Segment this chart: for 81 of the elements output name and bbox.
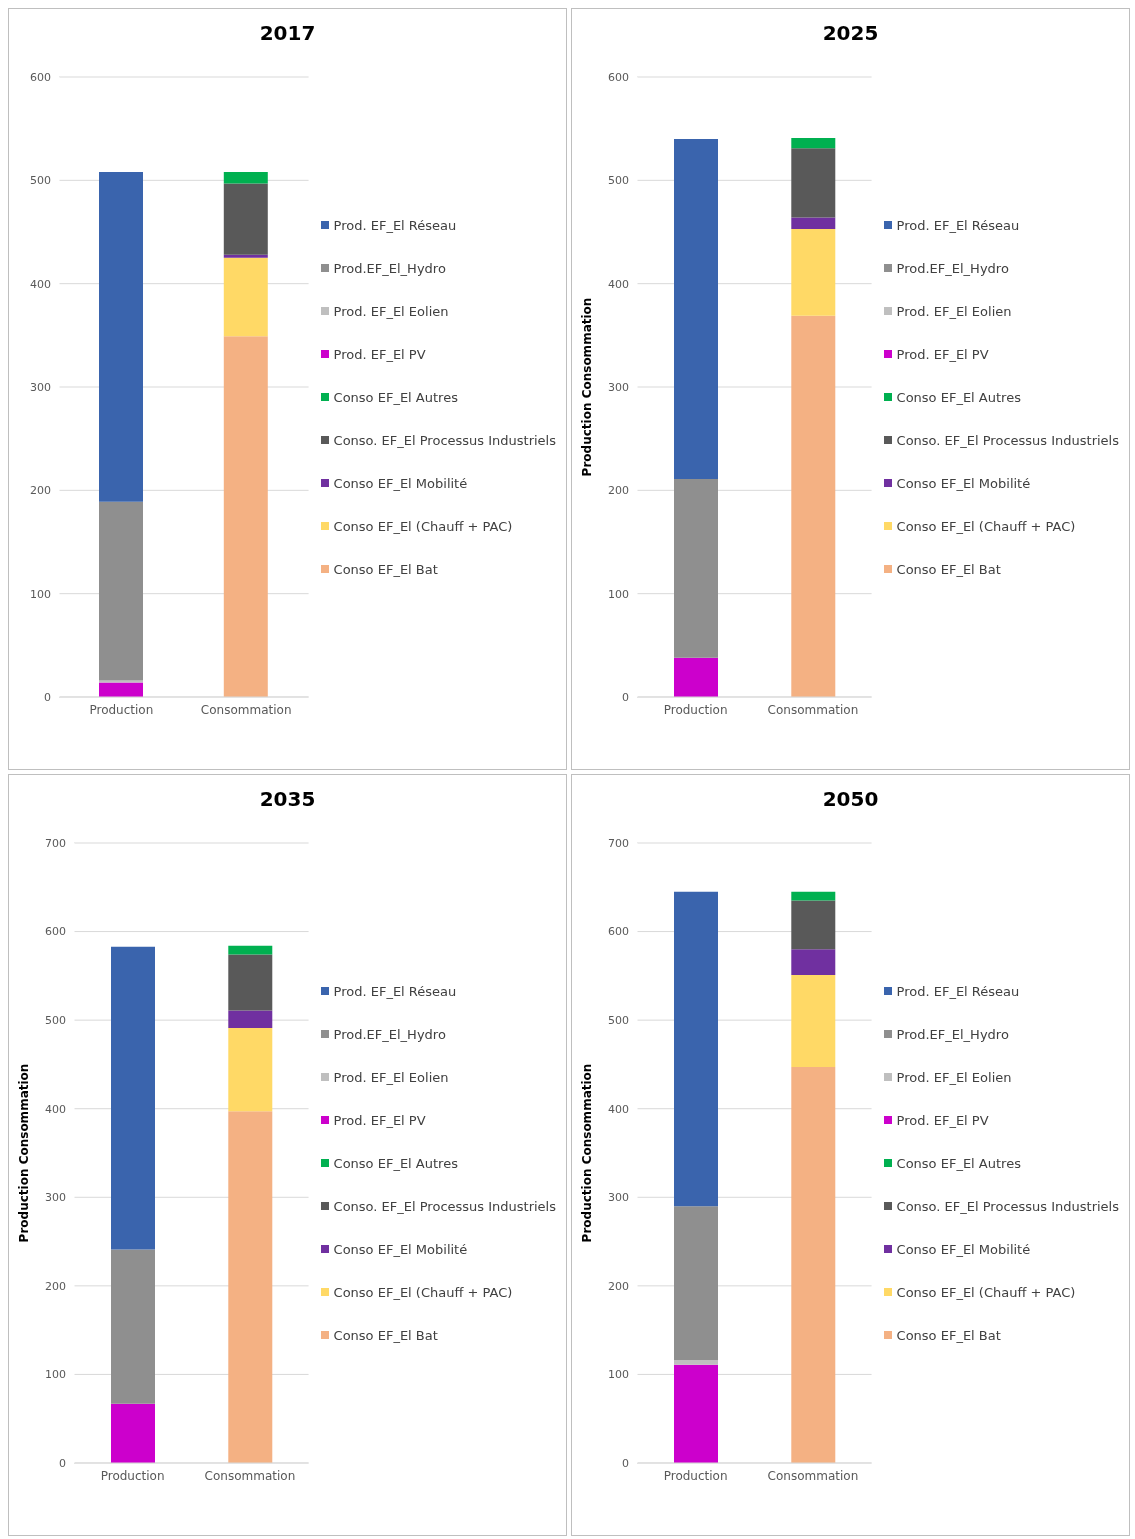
legend-label: Prod. EF_El Eolien bbox=[896, 303, 1012, 319]
legend-label: Prod.EF_El_Hydro bbox=[333, 260, 446, 276]
legend-label: Conso. EF_El Processus Industriels bbox=[333, 1198, 556, 1214]
chart-title: 2050 bbox=[821, 786, 880, 813]
legend-label: Conso EF_El Bat bbox=[896, 561, 1001, 577]
y-tick-label: 200 bbox=[45, 1279, 66, 1293]
y-tick-label: 600 bbox=[30, 70, 51, 84]
y-tick-label: 300 bbox=[608, 1191, 629, 1205]
y-tick-label: 700 bbox=[608, 836, 629, 850]
legend-label: Prod. EF_El Eolien bbox=[333, 303, 449, 319]
y-tick-label: 600 bbox=[45, 925, 66, 939]
legend-label: Conso EF_El Bat bbox=[896, 1327, 1001, 1343]
y-tick-label: 100 bbox=[608, 1368, 629, 1382]
legend-label: Conso EF_El Mobilité bbox=[333, 1241, 468, 1257]
legend-label: Prod. EF_El PV bbox=[333, 1112, 426, 1128]
legend-label: Conso EF_El Autres bbox=[896, 1155, 1021, 1171]
legend-label: Conso EF_El (Chauff + PAC) bbox=[896, 1284, 1076, 1300]
legend-label: Prod. EF_El PV bbox=[896, 346, 989, 362]
y-axis-title: Production Consommation bbox=[17, 1063, 32, 1243]
y-tick-label: 100 bbox=[45, 1368, 66, 1382]
y-tick-label: 200 bbox=[608, 484, 629, 498]
x-tick-label: Consommation bbox=[767, 702, 859, 717]
legend-label: Conso EF_El Mobilité bbox=[333, 475, 468, 491]
legend-label: Prod. EF_El Eolien bbox=[333, 1069, 449, 1085]
x-tick-label: Production bbox=[663, 1468, 728, 1483]
y-tick-label: 100 bbox=[608, 587, 629, 601]
y-tick-label: 500 bbox=[608, 174, 629, 188]
y-tick-label: 0 bbox=[622, 690, 629, 704]
x-tick-label: Production bbox=[100, 1468, 165, 1483]
y-tick-label: 200 bbox=[30, 484, 51, 498]
y-tick-label: 0 bbox=[622, 1456, 629, 1470]
x-tick-label: Consommation bbox=[767, 1468, 859, 1483]
y-tick-label: 400 bbox=[608, 1102, 629, 1116]
y-tick-label: 0 bbox=[44, 690, 51, 704]
legend-label: Conso. EF_El Processus Industriels bbox=[333, 432, 556, 448]
y-tick-label: 500 bbox=[45, 1014, 66, 1028]
y-tick-label: 300 bbox=[45, 1191, 66, 1205]
legend-label: Conso EF_El Autres bbox=[896, 389, 1021, 405]
legend-label: Prod.EF_El_Hydro bbox=[333, 1026, 446, 1042]
legend-label: Conso EF_El Autres bbox=[333, 389, 458, 405]
chart-title: 2035 bbox=[258, 786, 317, 813]
legend-label: Conso EF_El (Chauff + PAC) bbox=[333, 518, 513, 534]
legend-label: Prod. EF_El Réseau bbox=[896, 217, 1020, 233]
legend-label: Conso EF_El (Chauff + PAC) bbox=[896, 518, 1076, 534]
legend-label: Prod. EF_El Eolien bbox=[896, 1069, 1012, 1085]
legend-label: Conso EF_El Mobilité bbox=[896, 1241, 1031, 1257]
legend-label: Prod. EF_El PV bbox=[333, 346, 426, 362]
legend-label: Prod.EF_El_Hydro bbox=[896, 1026, 1009, 1042]
y-tick-label: 700 bbox=[45, 836, 66, 850]
y-tick-label: 400 bbox=[45, 1102, 66, 1116]
y-tick-label: 300 bbox=[30, 380, 51, 394]
y-tick-label: 300 bbox=[608, 380, 629, 394]
y-tick-label: 400 bbox=[608, 277, 629, 291]
chart-title: 2017 bbox=[258, 20, 317, 47]
legend-label: Conso. EF_El Processus Industriels bbox=[896, 432, 1119, 448]
legend-label: Prod. EF_El Réseau bbox=[896, 983, 1020, 999]
y-tick-label: 500 bbox=[608, 1014, 629, 1028]
x-tick-label: Production bbox=[663, 702, 728, 717]
y-axis-title: Production Consommation bbox=[580, 1063, 595, 1243]
x-tick-label: Consommation bbox=[200, 702, 292, 717]
x-tick-label: Production bbox=[89, 702, 154, 717]
legend-label: Conso EF_El Mobilité bbox=[896, 475, 1031, 491]
y-tick-label: 500 bbox=[30, 174, 51, 188]
y-tick-label: 400 bbox=[30, 277, 51, 291]
legend-label: Prod. EF_El Réseau bbox=[333, 217, 457, 233]
y-tick-label: 200 bbox=[608, 1279, 629, 1293]
legend-label: Conso EF_El (Chauff + PAC) bbox=[333, 1284, 513, 1300]
y-axis-title: Production Consommation bbox=[580, 297, 595, 477]
y-tick-label: 100 bbox=[30, 587, 51, 601]
y-tick-label: 600 bbox=[608, 925, 629, 939]
y-tick-label: 0 bbox=[59, 1456, 66, 1470]
legend-label: Prod. EF_El Réseau bbox=[333, 983, 457, 999]
y-tick-label: 600 bbox=[608, 70, 629, 84]
legend-label: Conso EF_El Bat bbox=[333, 561, 438, 577]
legend-label: Conso EF_El Bat bbox=[333, 1327, 438, 1343]
legend-label: Conso EF_El Autres bbox=[333, 1155, 458, 1171]
x-tick-label: Consommation bbox=[204, 1468, 296, 1483]
chart-title: 2025 bbox=[821, 20, 880, 47]
legend-label: Conso. EF_El Processus Industriels bbox=[896, 1198, 1119, 1214]
legend-label: Prod.EF_El_Hydro bbox=[896, 260, 1009, 276]
legend-label: Prod. EF_El PV bbox=[896, 1112, 989, 1128]
